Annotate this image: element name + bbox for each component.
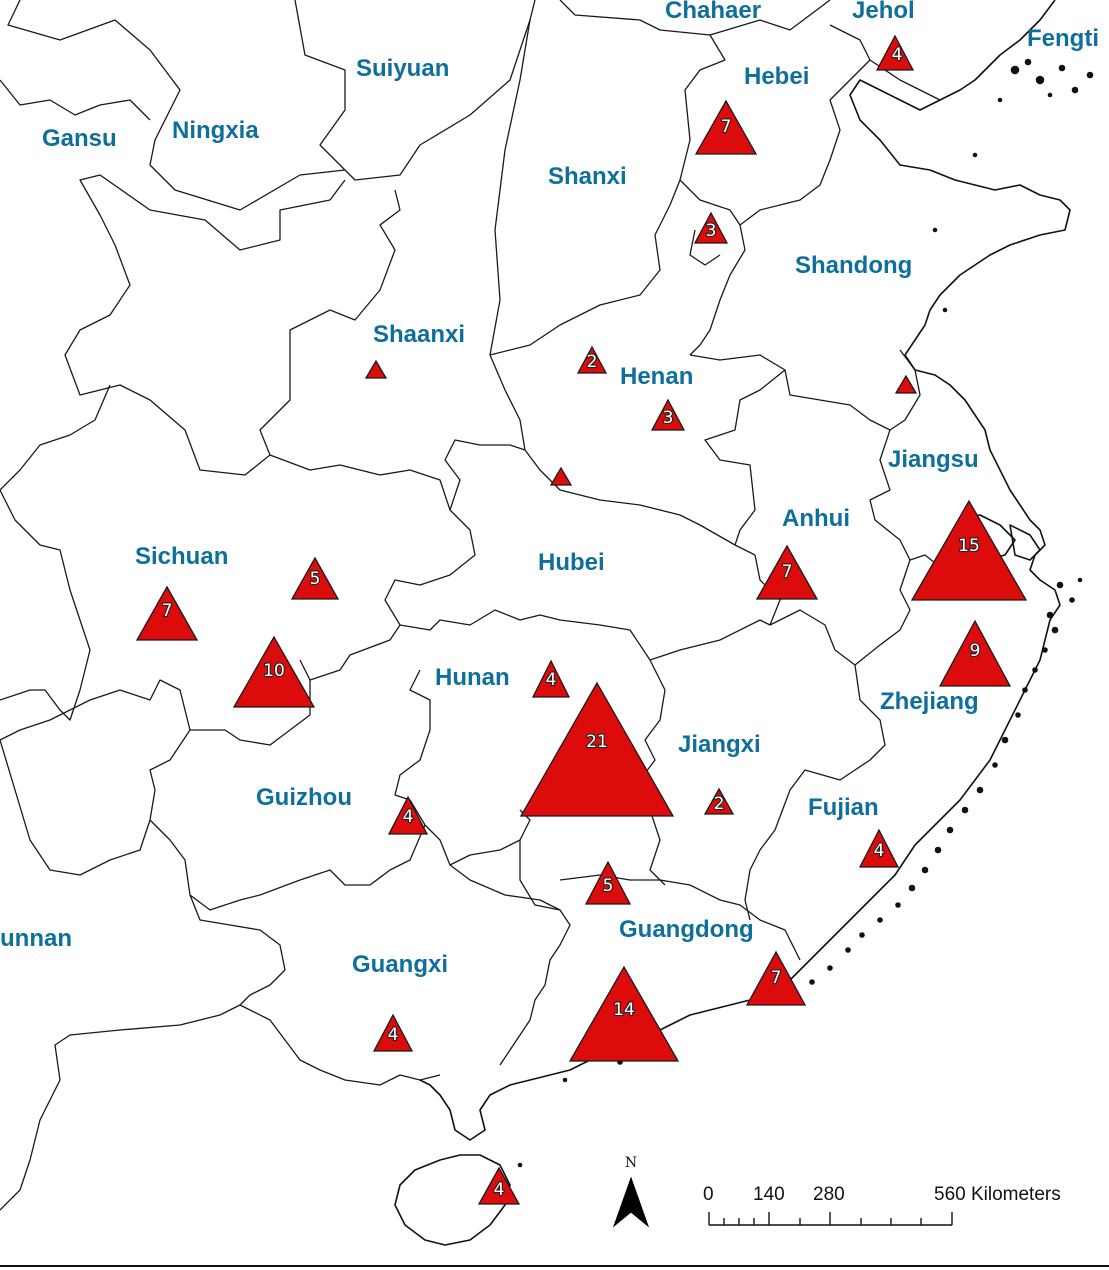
- marker-triangle[interactable]: [135, 585, 199, 641]
- province-label: Shandong: [795, 252, 912, 279]
- province-label: Jehol: [852, 0, 915, 24]
- marker-count: 4: [494, 1180, 505, 1200]
- marker-triangle[interactable]: [584, 860, 632, 905]
- marker-triangle[interactable]: [519, 681, 675, 817]
- province-label: Guizhou: [256, 784, 352, 811]
- province-label: Jiangxi: [678, 731, 761, 758]
- marker-count: 15: [958, 536, 980, 556]
- marker-triangle[interactable]: [894, 374, 918, 394]
- province-label: unnan: [0, 925, 72, 952]
- marker-triangle[interactable]: [694, 99, 758, 155]
- province-label: Fujian: [808, 794, 879, 821]
- marker-triangle[interactable]: [745, 950, 807, 1006]
- marker-count: 7: [721, 117, 732, 137]
- province-labels: Chahaer Jehol Fengti Suiyuan Hebei Gansu…: [0, 0, 1099, 978]
- province-label: Gansu: [42, 125, 117, 152]
- marker-triangle[interactable]: [477, 1166, 521, 1205]
- province-label: Guangxi: [352, 951, 448, 978]
- coastline: [394, 0, 1071, 1246]
- marker-count: 9: [970, 641, 981, 661]
- triangle-markers: 4 7 3 2 3 5 7 10 7 15 9 4 21 2: [135, 34, 1028, 1205]
- marker-triangle[interactable]: [549, 466, 573, 486]
- province-label: Henan: [620, 363, 693, 390]
- marker-count: 5: [603, 876, 614, 896]
- marker-triangle[interactable]: [703, 787, 735, 815]
- province-label: Guangdong: [619, 916, 754, 943]
- marker-triangle[interactable]: [387, 795, 429, 835]
- marker-triangle[interactable]: [372, 1013, 414, 1052]
- marker-count: 2: [714, 794, 725, 814]
- marker-count: 5: [310, 569, 321, 589]
- marker-triangle[interactable]: [938, 619, 1012, 687]
- province-label: Sichuan: [135, 543, 228, 570]
- scale-tick-label: 0: [703, 1184, 714, 1205]
- scale-tick-label: 280: [813, 1184, 845, 1205]
- marker-count: 3: [706, 221, 717, 241]
- province-label: Anhui: [782, 505, 850, 532]
- marker-triangle[interactable]: [875, 34, 915, 71]
- marker-count: 4: [546, 670, 557, 690]
- marker-count: 21: [586, 732, 608, 752]
- province-label: Zhejiang: [880, 688, 979, 715]
- marker-count: 14: [613, 1000, 635, 1020]
- marker-triangle[interactable]: [910, 499, 1028, 601]
- scale-tick-label: 560 Kilometers: [934, 1184, 1061, 1205]
- marker-triangle[interactable]: [568, 965, 680, 1062]
- marker-triangle[interactable]: [290, 556, 340, 600]
- marker-count: 4: [388, 1025, 399, 1045]
- scale-bar-ticks: [708, 1212, 953, 1225]
- province-label: Ningxia: [172, 117, 259, 144]
- province-label: Jiangsu: [888, 446, 979, 473]
- marker-count: 7: [162, 601, 173, 621]
- scale-tick-label: 140: [753, 1184, 785, 1205]
- marker-count: 2: [587, 352, 598, 372]
- scale-bar: 0 140 280 560 Kilometers: [703, 1184, 1061, 1226]
- marker-triangle[interactable]: [755, 544, 819, 600]
- north-letter: N: [625, 1155, 637, 1171]
- province-label: Hunan: [435, 664, 510, 691]
- province-label: Hebei: [744, 63, 809, 90]
- marker-triangle[interactable]: [364, 359, 388, 379]
- marker-triangle[interactable]: [693, 211, 729, 244]
- province-boundaries: [0, 0, 1006, 1211]
- province-label: Fengti: [1027, 25, 1099, 52]
- marker-triangle[interactable]: [232, 635, 316, 708]
- province-label: Hubei: [538, 549, 605, 576]
- marker-count: 4: [892, 45, 903, 65]
- marker-triangle[interactable]: [531, 659, 571, 698]
- marker-count: 4: [403, 807, 414, 827]
- province-label: Shaanxi: [373, 321, 465, 348]
- marker-count: 7: [771, 968, 782, 988]
- north-arrow-icon: [612, 1176, 650, 1228]
- province-label: Suiyuan: [356, 55, 449, 82]
- marker-triangle[interactable]: [858, 828, 900, 868]
- province-label: Chahaer: [665, 0, 761, 24]
- province-label: Shanxi: [548, 163, 627, 190]
- marker-count: 7: [782, 562, 793, 582]
- marker-triangle[interactable]: [650, 398, 686, 431]
- marker-count: 10: [263, 661, 285, 681]
- marker-triangle[interactable]: [576, 345, 608, 374]
- north-arrow: N: [612, 1155, 650, 1228]
- marker-count: 3: [663, 408, 674, 428]
- marker-count: 4: [874, 841, 885, 861]
